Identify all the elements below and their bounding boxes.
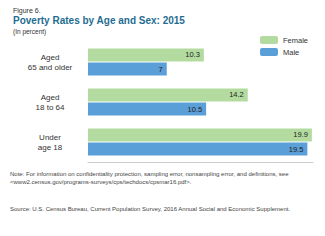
svg-text:Male: Male [283, 48, 299, 57]
svg-text:Aged: Aged [41, 93, 60, 102]
svg-text:19.9: 19.9 [293, 130, 308, 139]
svg-text:<www2.census.gov/programs-surv: <www2.census.gov/programs-surveys/cps/te… [10, 179, 192, 185]
svg-text:10.3: 10.3 [185, 50, 200, 59]
svg-text:age 18: age 18 [38, 143, 63, 152]
svg-text:Poverty Rates by Age and Sex:: Poverty Rates by Age and Sex: 2015 [13, 15, 185, 26]
svg-text:65 and older: 65 and older [28, 63, 73, 72]
svg-text:19.5: 19.5 [289, 145, 304, 154]
svg-text:18 to 64: 18 to 64 [36, 103, 65, 112]
svg-text:7: 7 [159, 65, 163, 74]
svg-text:Note: For information on confi: Note: For information on confidentiality… [10, 171, 290, 177]
svg-text:Figure 6.: Figure 6. [13, 7, 41, 14]
svg-text:Aged: Aged [41, 53, 60, 62]
svg-text:Female: Female [283, 36, 308, 45]
svg-text:Source: U.S. Census Bureau, Cu: Source: U.S. Census Bureau, Current Popu… [10, 206, 290, 212]
svg-text:14.2: 14.2 [229, 90, 244, 99]
svg-text:Under: Under [39, 133, 61, 142]
svg-text:10.5: 10.5 [188, 105, 203, 114]
svg-text:(In percent): (In percent) [13, 28, 46, 36]
